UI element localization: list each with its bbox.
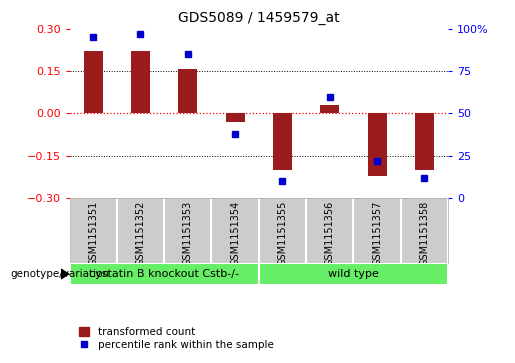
Bar — [178, 69, 197, 113]
Bar — [131, 51, 150, 113]
Title: GDS5089 / 1459579_at: GDS5089 / 1459579_at — [178, 11, 339, 25]
Bar — [273, 113, 292, 170]
Bar — [84, 51, 102, 113]
Polygon shape — [61, 268, 70, 280]
Text: GSM1151352: GSM1151352 — [135, 201, 146, 266]
Text: GSM1151357: GSM1151357 — [372, 201, 382, 266]
Legend: transformed count, percentile rank within the sample: transformed count, percentile rank withi… — [75, 323, 278, 354]
Text: genotype/variation: genotype/variation — [10, 269, 109, 279]
Bar — [368, 113, 387, 176]
Bar — [259, 263, 448, 285]
Text: GSM1151358: GSM1151358 — [419, 201, 430, 266]
Bar — [226, 113, 245, 122]
Text: GSM1151354: GSM1151354 — [230, 201, 240, 266]
Text: cystatin B knockout Cstb-/-: cystatin B knockout Cstb-/- — [89, 269, 239, 279]
Bar — [415, 113, 434, 170]
Text: GSM1151351: GSM1151351 — [88, 201, 98, 266]
Bar — [70, 263, 259, 285]
Bar — [320, 105, 339, 113]
Text: GSM1151355: GSM1151355 — [278, 201, 287, 266]
Text: GSM1151353: GSM1151353 — [183, 201, 193, 266]
Text: GSM1151356: GSM1151356 — [325, 201, 335, 266]
Text: wild type: wild type — [328, 269, 379, 279]
